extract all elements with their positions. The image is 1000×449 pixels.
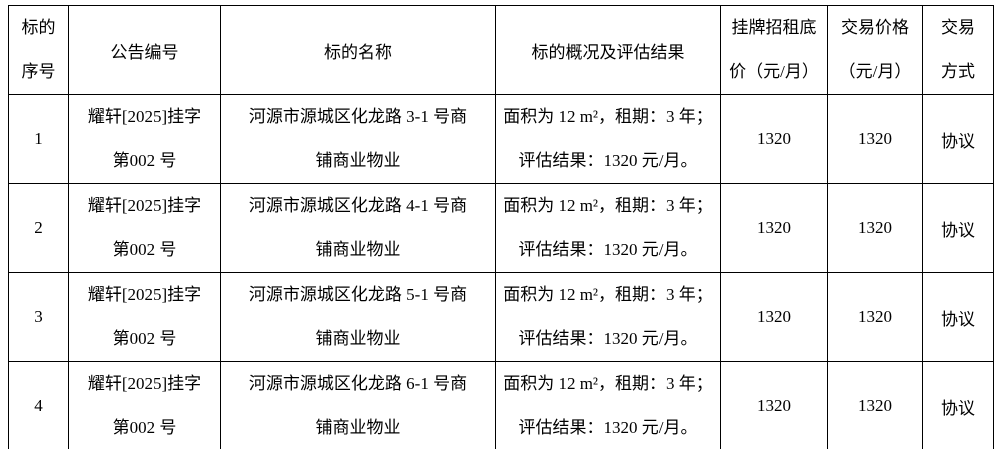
serial-cell: 2	[8, 183, 69, 273]
notice-number-cell: 耀轩[2025]挂字 第002 号	[68, 183, 221, 273]
header-target-name: 标的名称	[220, 5, 496, 95]
header-deal-method: 交易 方式	[922, 5, 994, 95]
header-notice-number: 公告编号	[68, 5, 221, 95]
deal-method-cell: 协议	[922, 272, 994, 362]
target-name-cell: 河源市源城区化龙路 3-1 号商 铺商业物业	[220, 94, 496, 184]
deal-method-cell: 协议	[922, 183, 994, 273]
header-serial-line: 标的	[21, 18, 56, 37]
header-deal-method-line: 方式	[941, 62, 975, 81]
table-row: 1 耀轩[2025]挂字 第002 号 河源市源城区化龙路 3-1 号商 铺商业…	[8, 94, 994, 184]
header-deal-method-line: 交易	[941, 18, 975, 37]
overview-line: 评估结果：1320 元/月。	[518, 151, 698, 170]
serial-cell: 3	[8, 272, 69, 362]
overview-cell: 面积为 12 m²，租期：3 年； 评估结果：1320 元/月。	[495, 272, 721, 362]
deal-method-cell: 协议	[922, 94, 994, 184]
notice-number-line: 第002 号	[112, 151, 177, 170]
target-name-line: 铺商业物业	[315, 418, 401, 437]
target-name-cell: 河源市源城区化龙路 4-1 号商 铺商业物业	[220, 183, 496, 273]
overview-line: 面积为 12 m²，租期：3 年；	[503, 196, 713, 215]
deal-price-cell: 1320	[827, 94, 923, 184]
rental-listing-table: 标的 序号 公告编号 标的名称 标的概况及评估结果 挂牌招租底 价（元/月） 交…	[8, 5, 994, 449]
overview-cell: 面积为 12 m²，租期：3 年； 评估结果：1320 元/月。	[495, 183, 721, 273]
target-name-line: 河源市源城区化龙路 6-1 号商	[248, 374, 468, 393]
overview-line: 评估结果：1320 元/月。	[518, 240, 698, 259]
notice-number-line: 耀轩[2025]挂字	[87, 107, 202, 126]
overview-cell: 面积为 12 m²，租期：3 年； 评估结果：1320 元/月。	[495, 94, 721, 184]
deal-price-cell: 1320	[827, 272, 923, 362]
header-base-price: 挂牌招租底 价（元/月）	[720, 5, 828, 95]
deal-price-cell: 1320	[827, 361, 923, 449]
target-name-line: 河源市源城区化龙路 3-1 号商	[248, 107, 468, 126]
target-name-cell: 河源市源城区化龙路 5-1 号商 铺商业物业	[220, 272, 496, 362]
table-row: 4 耀轩[2025]挂字 第002 号 河源市源城区化龙路 6-1 号商 铺商业…	[8, 361, 994, 449]
target-name-line: 河源市源城区化龙路 5-1 号商	[248, 285, 468, 304]
header-base-price-line: 挂牌招租底	[731, 18, 817, 37]
header-deal-price: 交易价格 （元/月）	[827, 5, 923, 95]
notice-number-cell: 耀轩[2025]挂字 第002 号	[68, 361, 221, 449]
notice-number-line: 耀轩[2025]挂字	[87, 374, 202, 393]
target-name-cell: 河源市源城区化龙路 6-1 号商 铺商业物业	[220, 361, 496, 449]
overview-line: 评估结果：1320 元/月。	[518, 329, 698, 348]
table-row: 2 耀轩[2025]挂字 第002 号 河源市源城区化龙路 4-1 号商 铺商业…	[8, 183, 994, 273]
serial-cell: 1	[8, 94, 69, 184]
overview-line: 评估结果：1320 元/月。	[518, 418, 698, 437]
base-price-cell: 1320	[720, 183, 828, 273]
target-name-line: 铺商业物业	[315, 151, 401, 170]
target-name-line: 铺商业物业	[315, 240, 401, 259]
table-row: 3 耀轩[2025]挂字 第002 号 河源市源城区化龙路 5-1 号商 铺商业…	[8, 272, 994, 362]
notice-number-line: 第002 号	[112, 329, 177, 348]
notice-number-line: 第002 号	[112, 418, 177, 437]
header-deal-price-line: （元/月）	[838, 62, 912, 81]
overview-line: 面积为 12 m²，租期：3 年；	[503, 285, 713, 304]
deal-method-cell: 协议	[922, 361, 994, 449]
header-deal-price-line: 交易价格	[841, 18, 909, 37]
overview-line: 面积为 12 m²，租期：3 年；	[503, 374, 713, 393]
header-overview-result: 标的概况及评估结果	[495, 5, 721, 95]
header-serial: 标的 序号	[8, 5, 69, 95]
header-base-price-line: 价（元/月）	[729, 62, 819, 81]
overview-cell: 面积为 12 m²，租期：3 年； 评估结果：1320 元/月。	[495, 361, 721, 449]
deal-price-cell: 1320	[827, 183, 923, 273]
serial-cell: 4	[8, 361, 69, 449]
target-name-line: 铺商业物业	[315, 329, 401, 348]
target-name-line: 河源市源城区化龙路 4-1 号商	[248, 196, 468, 215]
table-header-row: 标的 序号 公告编号 标的名称 标的概况及评估结果 挂牌招租底 价（元/月） 交…	[8, 5, 994, 95]
overview-line: 面积为 12 m²，租期：3 年；	[503, 107, 713, 126]
notice-number-line: 耀轩[2025]挂字	[87, 285, 202, 304]
base-price-cell: 1320	[720, 272, 828, 362]
base-price-cell: 1320	[720, 361, 828, 449]
base-price-cell: 1320	[720, 94, 828, 184]
notice-number-cell: 耀轩[2025]挂字 第002 号	[68, 272, 221, 362]
notice-number-line: 耀轩[2025]挂字	[87, 196, 202, 215]
notice-number-cell: 耀轩[2025]挂字 第002 号	[68, 94, 221, 184]
header-serial-line: 序号	[21, 62, 56, 81]
notice-number-line: 第002 号	[112, 240, 177, 259]
